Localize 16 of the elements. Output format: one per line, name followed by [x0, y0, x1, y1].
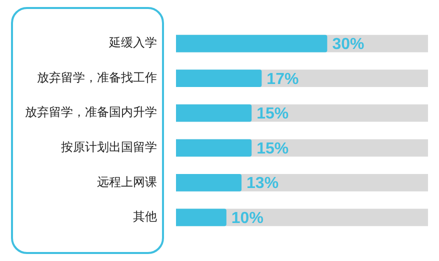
y-tick-label: 延缓入学: [108, 36, 157, 50]
y-tick-label: 按原计划出国留学: [61, 140, 157, 154]
data-label: 15%: [256, 106, 289, 123]
bar: [176, 208, 226, 226]
y-tick-label: 其他: [133, 210, 157, 224]
y-tick-label: 远程上网课: [97, 174, 157, 189]
bar: [176, 104, 252, 122]
data-label: 30%: [332, 36, 364, 53]
y-tick-label: 放弃留学，准备找工作: [37, 70, 157, 84]
data-label: 13%: [246, 175, 279, 192]
data-label: 10%: [231, 210, 264, 227]
bar: [176, 139, 252, 157]
y-tick-label: 放弃留学，准备国内升学: [25, 105, 157, 120]
data-label: 15%: [256, 140, 289, 158]
data-label: 17%: [266, 70, 299, 88]
bar: [176, 174, 242, 192]
